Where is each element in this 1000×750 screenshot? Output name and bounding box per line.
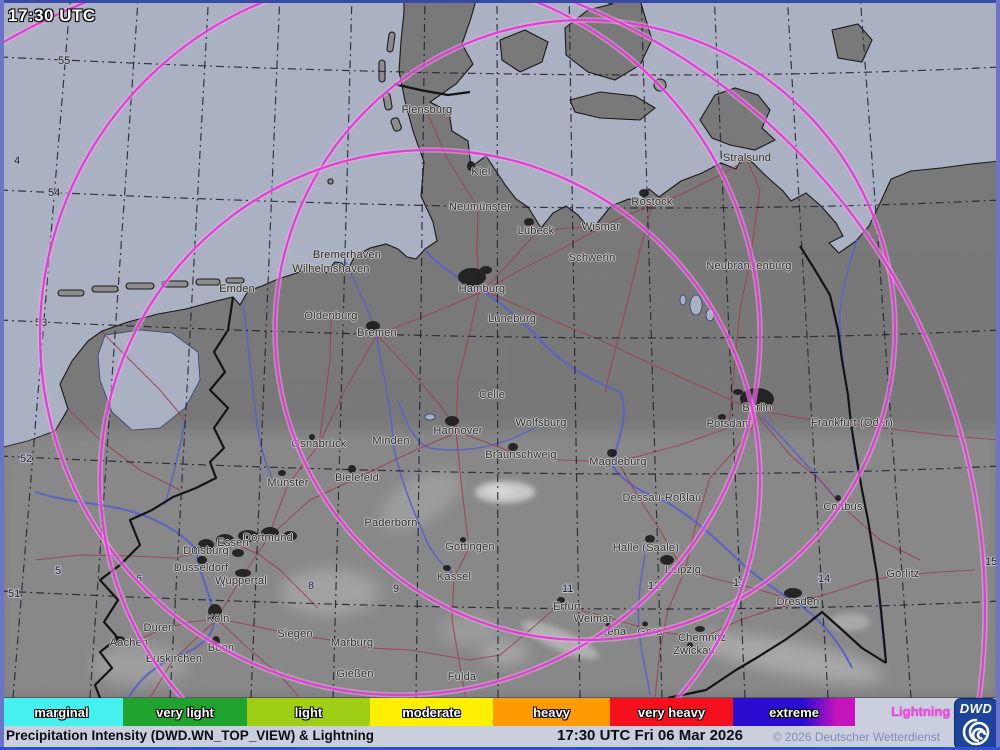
- city-label: Chemnitz: [677, 632, 727, 644]
- legend-item: moderate: [370, 698, 493, 726]
- city-label: Emden: [219, 283, 255, 295]
- frame-border-top: [0, 0, 1000, 3]
- legend-item-label: moderate: [402, 704, 461, 720]
- city-label: Köln: [206, 613, 230, 625]
- product-title: Precipitation Intensity (DWD.WN_TOP_VIEW…: [6, 728, 375, 743]
- city-label: Lübeck: [517, 225, 555, 237]
- legend-item-label: light: [294, 704, 323, 720]
- city-label: Lüneburg: [487, 313, 537, 325]
- city-label: Hamburg: [458, 283, 506, 295]
- city-label: Halle (Saale): [612, 542, 680, 554]
- city-label: Neubrandenburg: [706, 260, 792, 272]
- city-label: Bremen: [357, 327, 397, 339]
- grid-label: 15: [985, 556, 997, 568]
- city-label: Duisburg: [183, 545, 229, 557]
- city-label: Görlitz: [886, 568, 920, 580]
- city-label: Marburg: [330, 637, 374, 649]
- city-label: Aachen: [109, 637, 149, 649]
- city-label: Magdeburg: [589, 456, 647, 468]
- city-label: Bremerhaven: [312, 249, 382, 261]
- city-label: Celle: [478, 389, 506, 401]
- city-labels: Flensburg Kiel Neumünster Lübeck Wismar Rosto…: [109, 104, 920, 683]
- city-label: Erfurt: [552, 601, 582, 613]
- copyright-text: © 2026 Deutscher Wetterdienst: [772, 730, 940, 744]
- dwd-logo: DWD: [954, 698, 998, 750]
- city-label: Rostock: [631, 196, 673, 208]
- legend-item: heavy: [493, 698, 610, 726]
- city-label: Wuppertal: [215, 575, 267, 587]
- legend-item-label: heavy: [533, 704, 570, 720]
- city-label: Fulda: [447, 671, 477, 683]
- dwd-logo-text: DWD: [959, 701, 993, 716]
- city-label: Frankfurt (Oder): [810, 417, 894, 429]
- city-label: Gießen: [336, 668, 374, 680]
- status-bar: Precipitation Intensity (DWD.WN_TOP_VIEW…: [0, 726, 1000, 747]
- city-label: Kiel: [471, 166, 491, 178]
- city-label: Oldenburg: [304, 310, 358, 322]
- city-label: Jena: [601, 626, 627, 638]
- city-label: Potsdam: [706, 418, 752, 430]
- city-label: Minden: [372, 435, 410, 447]
- city-label: Kassel: [436, 571, 472, 583]
- status-datetime: 17:30 UTC Fri 06 Mar 2026: [557, 727, 743, 744]
- city-label: Bonn: [207, 642, 235, 654]
- city-label: Düsseldorf: [173, 562, 229, 574]
- city-label: Leipzig: [664, 564, 702, 576]
- legend-item-label: very light: [156, 704, 214, 720]
- city-label: Paderborn: [364, 517, 418, 529]
- city-label: Flensburg: [401, 104, 453, 116]
- city-label: Siegen: [277, 628, 313, 640]
- city-label: Münster: [267, 477, 309, 489]
- legend-item: light: [247, 698, 370, 726]
- frame-border-left: [0, 0, 4, 747]
- city-label: Braunschweig: [485, 449, 557, 461]
- legend-item-label: very heavy: [637, 704, 706, 720]
- city-label: Cottbus: [823, 501, 863, 513]
- city-label: Osnabrück: [291, 438, 347, 450]
- map-timestamp: 17:30 UTC: [8, 6, 96, 25]
- city-label: Zwickau: [673, 645, 715, 657]
- city-label: Berlin: [742, 402, 772, 414]
- city-label: Hannover: [433, 425, 483, 437]
- legend-item: marginal: [0, 698, 123, 726]
- city-label: Neumünster: [449, 201, 511, 213]
- city-label: Weimar: [573, 613, 613, 625]
- city-label: Dessau-Roßlau: [622, 492, 702, 504]
- city-label: Euskirchen: [145, 653, 203, 665]
- city-label: Gera: [637, 626, 663, 638]
- city-label: Wolfsburg: [515, 417, 567, 429]
- city-label: Schwerin: [568, 252, 616, 264]
- city-label: Bielefeld: [335, 472, 379, 484]
- legend-item: extreme: [733, 698, 855, 726]
- city-label: Stralsund: [722, 152, 772, 164]
- weather-map: 55 54 53 52 51 4 5 6 7 8 9 11 12 13 14 15 Flensburg Kiel…: [0, 0, 1000, 698]
- intensity-legend: marginal very light light moderate heavy very…: [0, 698, 1000, 726]
- city-label: Düren: [143, 622, 175, 634]
- legend-item: very heavy: [610, 698, 733, 726]
- dwd-spiral-icon: [962, 718, 990, 746]
- frame-border-right: [996, 0, 1000, 747]
- legend-item-label: extreme: [769, 704, 819, 720]
- legend-item: very light: [123, 698, 247, 726]
- city-label: Wilhelmshaven: [292, 263, 370, 275]
- lightning-label: Lightning ◆: [891, 704, 964, 719]
- city-label: Wismar: [581, 221, 621, 233]
- city-label: Göttingen: [445, 541, 495, 553]
- city-label: Dresden: [776, 596, 820, 608]
- frame-border-bottom: [0, 747, 1000, 750]
- city-label: Dortmund: [243, 532, 293, 544]
- legend-item-label: marginal: [34, 704, 89, 720]
